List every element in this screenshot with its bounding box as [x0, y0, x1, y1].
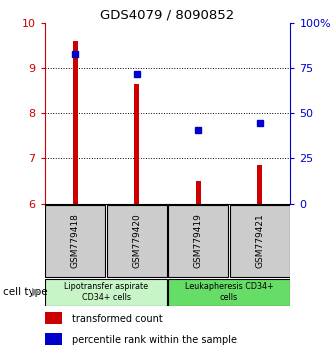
Bar: [196, 181, 201, 204]
Text: GSM779418: GSM779418: [71, 213, 80, 268]
Bar: [45, 279, 167, 306]
Bar: [134, 84, 139, 204]
Text: cell type: cell type: [3, 287, 48, 297]
Bar: [257, 165, 262, 204]
Bar: [230, 205, 290, 277]
Bar: [168, 279, 290, 306]
Bar: [45, 313, 62, 324]
Text: Lipotransfer aspirate
CD34+ cells: Lipotransfer aspirate CD34+ cells: [64, 282, 148, 302]
Bar: [107, 205, 167, 277]
Bar: [73, 41, 78, 204]
Title: GDS4079 / 8090852: GDS4079 / 8090852: [100, 9, 235, 22]
Text: GSM779420: GSM779420: [132, 213, 141, 268]
Text: percentile rank within the sample: percentile rank within the sample: [72, 335, 237, 345]
Text: Leukapheresis CD34+
cells: Leukapheresis CD34+ cells: [184, 282, 273, 302]
Text: GSM779419: GSM779419: [194, 213, 203, 268]
Text: GSM779421: GSM779421: [255, 213, 264, 268]
Text: ▶: ▶: [32, 287, 41, 297]
Bar: [45, 333, 62, 346]
Text: transformed count: transformed count: [72, 314, 162, 324]
Bar: [168, 205, 228, 277]
Bar: [45, 205, 105, 277]
